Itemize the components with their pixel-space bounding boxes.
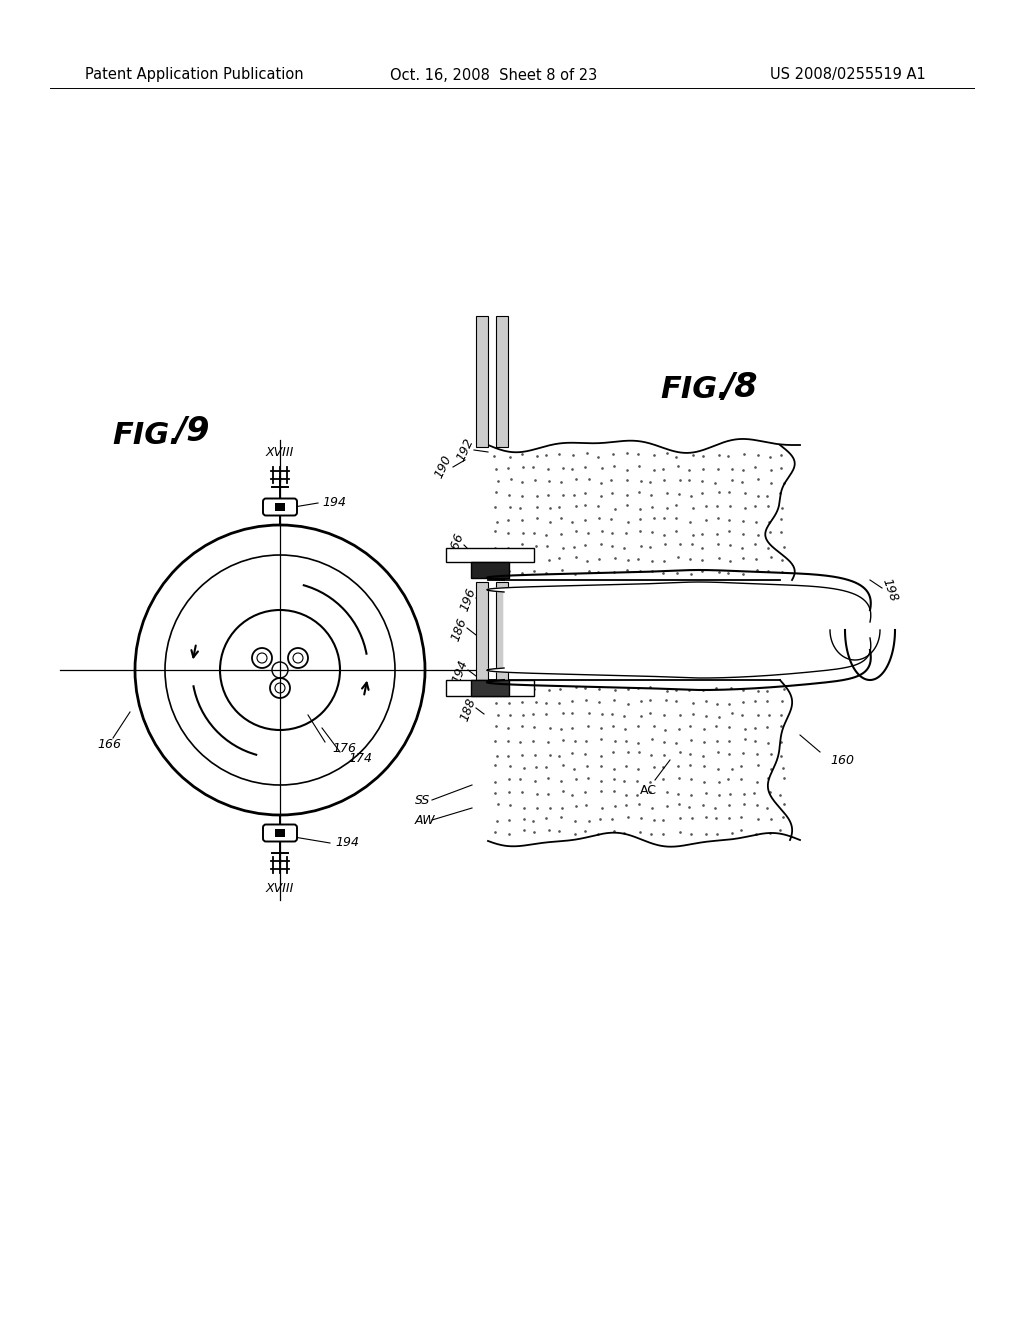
Polygon shape (486, 582, 870, 678)
Bar (446, 680, 534, 696)
Bar (496, 582, 508, 682)
Text: 194: 194 (450, 659, 470, 685)
Text: 194: 194 (322, 496, 346, 510)
Bar (476, 582, 488, 682)
Bar (476, 315, 488, 447)
Text: 192: 192 (454, 437, 476, 463)
Text: /9: /9 (174, 416, 210, 449)
Text: 188: 188 (458, 697, 478, 723)
Text: 160: 160 (830, 754, 854, 767)
Bar (471, 680, 509, 696)
Bar (275, 829, 285, 837)
Text: XVIII: XVIII (266, 446, 294, 458)
Bar (446, 548, 534, 562)
Text: US 2008/0255519 A1: US 2008/0255519 A1 (770, 67, 926, 82)
Text: AC: AC (640, 784, 657, 796)
Bar (496, 315, 508, 447)
FancyBboxPatch shape (263, 825, 297, 842)
Text: Oct. 16, 2008  Sheet 8 of 23: Oct. 16, 2008 Sheet 8 of 23 (390, 67, 597, 82)
Text: SS: SS (415, 793, 430, 807)
Text: 186: 186 (449, 616, 469, 643)
Text: 166: 166 (97, 738, 121, 751)
Text: 198: 198 (880, 577, 900, 603)
Text: Patent Application Publication: Patent Application Publication (85, 67, 304, 82)
Text: FIG.: FIG. (112, 421, 181, 450)
Text: FIG.: FIG. (660, 375, 729, 404)
Text: 166: 166 (445, 532, 466, 558)
Text: 190: 190 (432, 453, 454, 480)
Text: 174: 174 (348, 751, 372, 764)
Text: 194: 194 (335, 837, 359, 850)
Text: /8: /8 (722, 371, 758, 404)
Bar (275, 503, 285, 511)
Text: 196: 196 (458, 586, 478, 614)
Text: AW: AW (415, 813, 435, 826)
Bar (471, 562, 509, 578)
FancyBboxPatch shape (263, 499, 297, 516)
Text: 176: 176 (332, 742, 356, 755)
Text: XVIII: XVIII (266, 882, 294, 895)
